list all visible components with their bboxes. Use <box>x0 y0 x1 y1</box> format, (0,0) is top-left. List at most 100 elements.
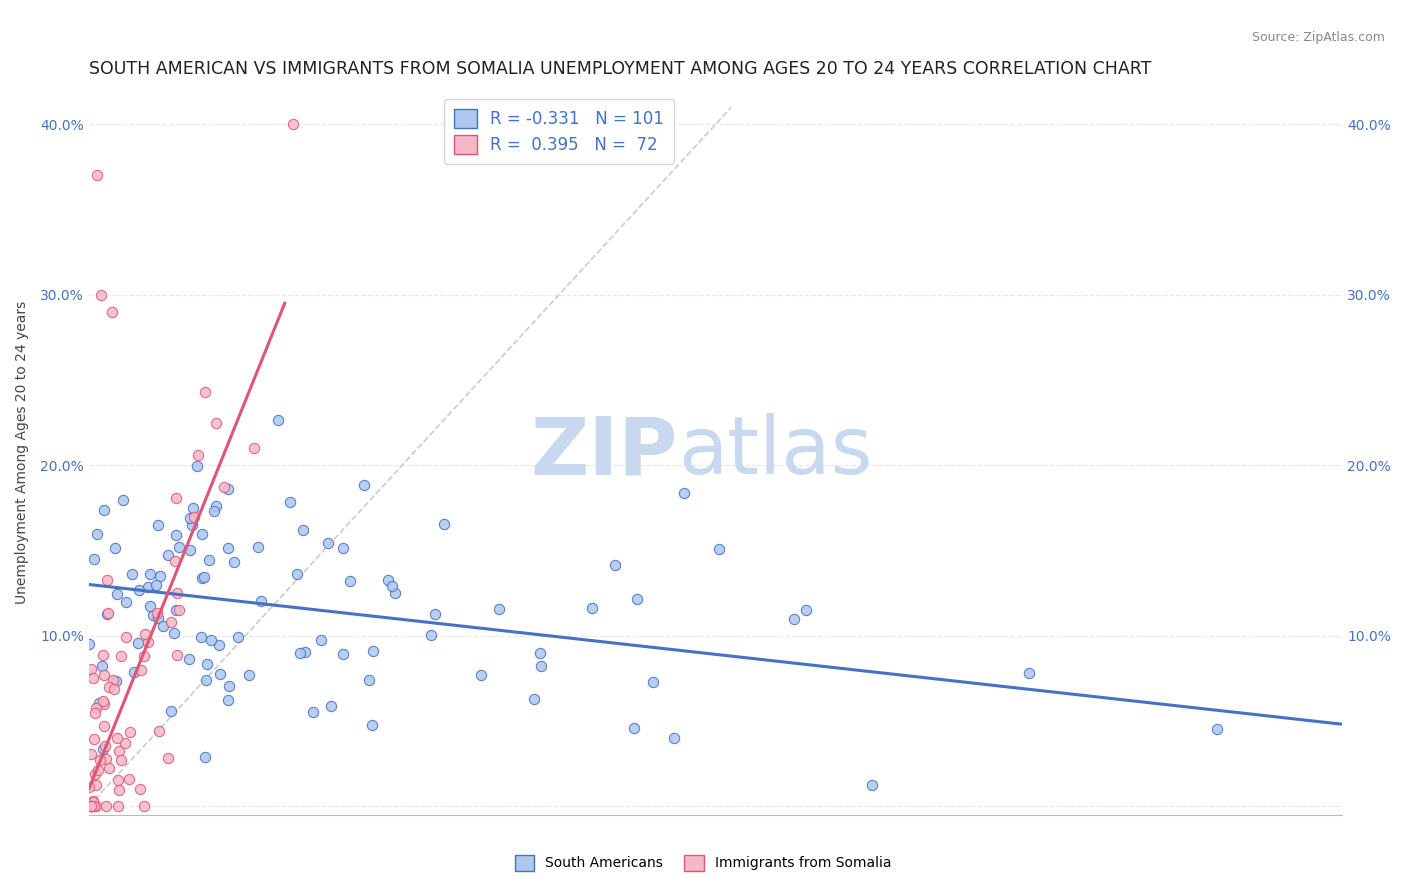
Point <box>673 486 696 500</box>
Point <box>105 731 128 745</box>
Point <box>163 554 186 568</box>
Point <box>603 558 626 573</box>
Point <box>179 542 201 557</box>
Point <box>83 706 105 720</box>
Point <box>104 541 127 556</box>
Point <box>796 603 818 617</box>
Point <box>285 567 308 582</box>
Point <box>86 169 108 183</box>
Point <box>136 580 159 594</box>
Point <box>191 571 214 585</box>
Point <box>82 794 104 808</box>
Point <box>353 478 375 492</box>
Legend: R = -0.331   N = 101, R =  0.395   N =  72: R = -0.331 N = 101, R = 0.395 N = 72 <box>444 99 673 164</box>
Point <box>384 585 406 599</box>
Point <box>530 659 553 673</box>
Point <box>89 754 111 768</box>
Point <box>309 633 332 648</box>
Point <box>110 648 132 663</box>
Point <box>529 646 551 660</box>
Point <box>82 795 104 809</box>
Point <box>212 480 235 494</box>
Point <box>152 619 174 633</box>
Point <box>217 692 239 706</box>
Point <box>250 594 273 608</box>
Text: ZIP: ZIP <box>530 413 678 491</box>
Point <box>80 799 103 814</box>
Point <box>97 761 120 775</box>
Point <box>101 673 124 687</box>
Point <box>108 783 131 797</box>
Point <box>294 644 316 658</box>
Point <box>93 698 115 712</box>
Point <box>183 510 205 524</box>
Point <box>132 799 155 814</box>
Point <box>129 781 152 796</box>
Point <box>218 679 240 693</box>
Point <box>145 578 167 592</box>
Point <box>288 647 311 661</box>
Point <box>82 671 104 685</box>
Y-axis label: Unemployment Among Ages 20 to 24 years: Unemployment Among Ages 20 to 24 years <box>15 301 30 604</box>
Point <box>208 638 231 652</box>
Legend: South Americans, Immigrants from Somalia: South Americans, Immigrants from Somalia <box>509 849 897 876</box>
Point <box>84 778 107 792</box>
Point <box>84 701 107 715</box>
Point <box>148 724 170 739</box>
Point <box>423 607 446 621</box>
Point <box>80 662 103 676</box>
Point <box>316 536 339 550</box>
Point <box>267 413 290 427</box>
Point <box>165 603 187 617</box>
Point <box>142 608 165 623</box>
Point <box>432 516 454 531</box>
Point <box>159 615 181 630</box>
Point <box>93 667 115 681</box>
Point <box>96 573 118 587</box>
Point <box>96 607 118 621</box>
Point <box>111 493 134 508</box>
Point <box>177 652 200 666</box>
Point <box>80 799 103 814</box>
Point <box>93 648 115 663</box>
Point <box>193 570 215 584</box>
Point <box>118 724 141 739</box>
Point <box>118 772 141 787</box>
Point <box>194 750 217 764</box>
Point <box>420 628 443 642</box>
Point <box>363 644 385 658</box>
Point <box>204 499 226 513</box>
Point <box>191 527 214 541</box>
Point <box>80 799 103 814</box>
Point <box>205 416 228 430</box>
Point <box>79 799 101 814</box>
Point <box>238 667 260 681</box>
Point <box>165 491 187 506</box>
Point <box>183 500 205 515</box>
Point <box>134 627 156 641</box>
Point <box>246 541 269 555</box>
Point <box>332 541 354 555</box>
Point <box>129 663 152 677</box>
Point <box>90 287 112 301</box>
Point <box>190 630 212 644</box>
Point <box>179 511 201 525</box>
Point <box>96 752 118 766</box>
Point <box>83 732 105 747</box>
Point <box>278 495 301 509</box>
Point <box>301 706 323 720</box>
Point <box>200 632 222 647</box>
Point <box>581 600 603 615</box>
Point <box>91 742 114 756</box>
Point <box>156 548 179 562</box>
Point <box>82 799 104 814</box>
Point <box>186 458 208 473</box>
Point <box>104 673 127 688</box>
Point <box>115 595 138 609</box>
Point <box>167 602 190 616</box>
Point <box>103 681 125 696</box>
Point <box>121 567 143 582</box>
Point <box>707 541 730 556</box>
Point <box>101 305 124 319</box>
Point <box>128 582 150 597</box>
